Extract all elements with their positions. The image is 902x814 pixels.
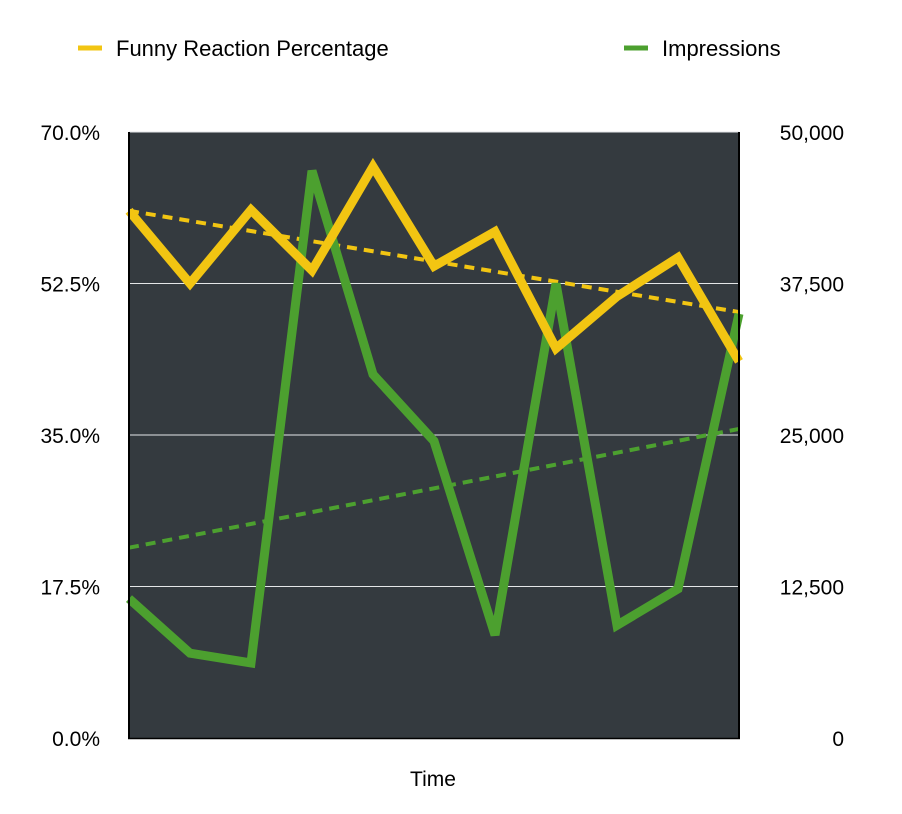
trendline-impressions (128, 426, 740, 550)
x-axis-title: Time (410, 768, 456, 791)
left-axis-ticks: 0.0% 17.5% 35.0% 52.5% 70.0% (40, 122, 100, 751)
right-tick-label: 12,500 (780, 577, 844, 600)
right-tick-label: 50,000 (780, 122, 844, 145)
left-tick-label: 52.5% (40, 274, 100, 297)
series-lines (125, 157, 744, 669)
left-tick-label: 35.0% (40, 425, 100, 448)
legend-item-impressions: Impressions (624, 36, 781, 61)
legend-item-funny-reaction: Funny Reaction Percentage (78, 36, 389, 61)
right-axis-ticks: 0 12,500 25,000 37,500 50,000 (780, 122, 844, 751)
left-tick-label: 0.0% (52, 728, 100, 751)
legend-label-impressions: Impressions (662, 36, 781, 61)
left-tick-label: 17.5% (40, 577, 100, 600)
left-tick-label: 70.0% (40, 122, 100, 145)
right-tick-label: 37,500 (780, 274, 844, 297)
series-line-impressions (125, 169, 744, 669)
legend-label-funny-reaction: Funny Reaction Percentage (116, 36, 389, 61)
legend: Funny Reaction Percentage Impressions (78, 36, 781, 61)
right-tick-label: 0 (832, 728, 844, 751)
right-tick-label: 25,000 (780, 425, 844, 448)
series-line-funny-reaction (125, 157, 743, 364)
